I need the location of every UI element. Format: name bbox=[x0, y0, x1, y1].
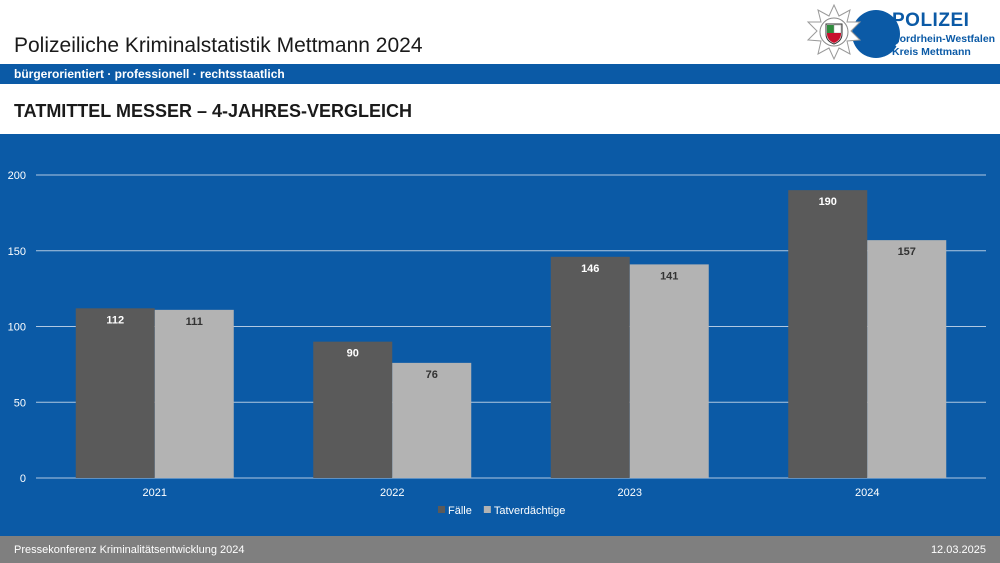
tagline-bar: bürgerorientiert · professionell · recht… bbox=[0, 64, 1000, 84]
tagline: bürgerorientiert · professionell · recht… bbox=[14, 67, 285, 81]
x-tick-label: 2021 bbox=[143, 487, 167, 499]
data-label: 111 bbox=[186, 316, 203, 328]
logo-badge bbox=[852, 10, 996, 58]
bar-tatverdaechtige-2022 bbox=[392, 362, 472, 478]
logo-district: Kreis Mettmann bbox=[892, 46, 971, 58]
data-label: 146 bbox=[581, 263, 599, 275]
x-tick-label: 2022 bbox=[380, 487, 404, 499]
data-label: 190 bbox=[819, 196, 837, 208]
footer-event: Pressekonferenz Kriminalitätsentwicklung… bbox=[14, 544, 245, 556]
x-tick-label: 2024 bbox=[855, 487, 879, 499]
bar-faelle-2023 bbox=[550, 256, 630, 478]
logo-title: POLIZEI bbox=[892, 10, 970, 31]
y-tick-label: 100 bbox=[8, 322, 26, 334]
legend-label: Tatverdächtige bbox=[494, 505, 566, 517]
data-label: 112 bbox=[106, 314, 124, 326]
y-tick-label: 200 bbox=[8, 170, 26, 182]
y-tick-label: 50 bbox=[14, 397, 26, 409]
chart-title: TATMITTEL MESSER – 4-JAHRES-VERGLEICH bbox=[14, 101, 413, 121]
legend-swatch bbox=[483, 506, 491, 513]
police-logo: POLIZEI Nordrhein-Westfalen Kreis Mettma… bbox=[806, 4, 996, 62]
data-label: 157 bbox=[898, 246, 916, 258]
data-label: 141 bbox=[660, 270, 678, 282]
y-tick-label: 150 bbox=[8, 246, 26, 258]
data-label: 90 bbox=[347, 348, 359, 360]
footer-bar: Pressekonferenz Kriminalitätsentwicklung… bbox=[0, 536, 1000, 563]
legend-swatch bbox=[438, 506, 445, 513]
bar-faelle-2024 bbox=[788, 190, 868, 478]
bar-chart: 0 50 100 150 200 112 111 2021 90 76 2022 146 141 2023… bbox=[8, 170, 986, 517]
y-tick-label: 0 bbox=[20, 473, 26, 485]
bar-faelle-2021 bbox=[75, 308, 155, 478]
data-label: 76 bbox=[426, 369, 438, 381]
bar-faelle-2022 bbox=[313, 341, 393, 478]
legend-label: Fälle bbox=[448, 505, 472, 517]
chart-area: 0 50 100 150 200 112 111 2021 90 76 2022 146 141 2023… bbox=[0, 134, 1000, 536]
x-tick-label: 2023 bbox=[618, 487, 642, 499]
bar-tatverdaechtige-2023 bbox=[629, 264, 709, 478]
bar-tatverdaechtige-2021 bbox=[154, 309, 234, 478]
footer-date: 12.03.2025 bbox=[930, 544, 986, 556]
bar-tatverdaechtige-2024 bbox=[867, 240, 947, 478]
police-star-icon bbox=[806, 4, 862, 60]
page-title: Polizeiliche Kriminalstatistik Mettmann … bbox=[14, 34, 423, 57]
logo-subtitle: Nordrhein-Westfalen bbox=[892, 33, 996, 45]
